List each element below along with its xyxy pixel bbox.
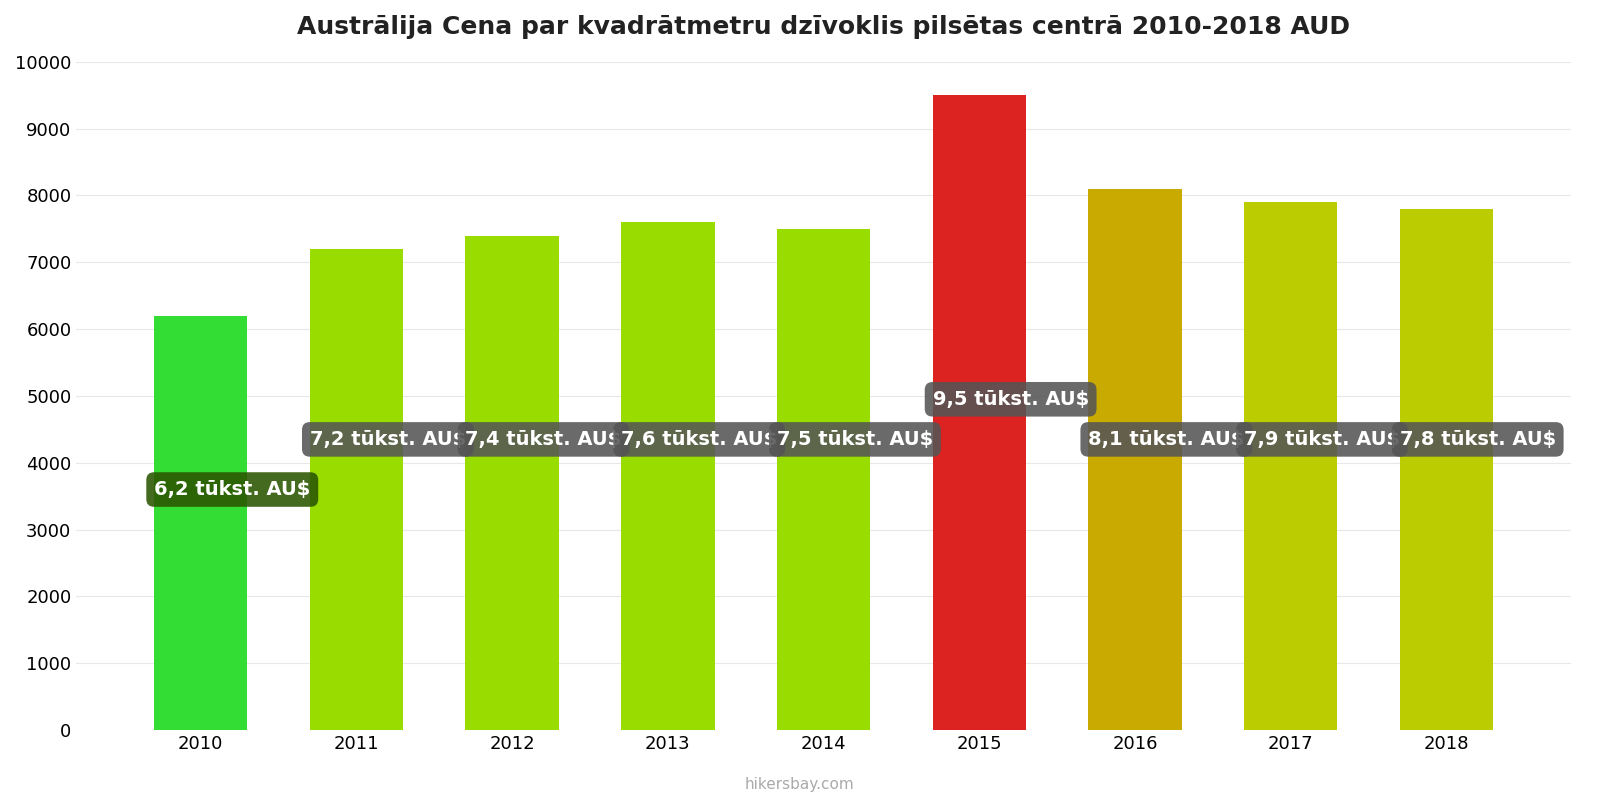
Bar — [1400, 209, 1493, 730]
Text: 7,4 tūkst. AU$: 7,4 tūkst. AU$ — [466, 430, 622, 449]
Bar — [466, 235, 558, 730]
Text: 7,8 tūkst. AU$: 7,8 tūkst. AU$ — [1400, 430, 1555, 449]
Text: 7,9 tūkst. AU$: 7,9 tūkst. AU$ — [1243, 430, 1400, 449]
Bar — [933, 95, 1026, 730]
Text: 9,5 tūkst. AU$: 9,5 tūkst. AU$ — [933, 390, 1088, 409]
Bar — [310, 249, 403, 730]
Bar — [154, 316, 248, 730]
Text: 8,1 tūkst. AU$: 8,1 tūkst. AU$ — [1088, 430, 1245, 449]
Bar — [1088, 189, 1182, 730]
Text: 6,2 tūkst. AU$: 6,2 tūkst. AU$ — [154, 480, 310, 499]
Text: 7,5 tūkst. AU$: 7,5 tūkst. AU$ — [778, 430, 933, 449]
Bar — [621, 222, 715, 730]
Bar — [1243, 202, 1338, 730]
Text: 7,6 tūkst. AU$: 7,6 tūkst. AU$ — [621, 430, 778, 449]
Text: hikersbay.com: hikersbay.com — [746, 777, 854, 792]
Text: 7,2 tūkst. AU$: 7,2 tūkst. AU$ — [310, 430, 466, 449]
Title: Austrālija Cena par kvadrātmetru dzīvoklis pilsētas centrā 2010-2018 AUD: Austrālija Cena par kvadrātmetru dzīvokl… — [298, 15, 1350, 39]
Bar — [778, 229, 870, 730]
